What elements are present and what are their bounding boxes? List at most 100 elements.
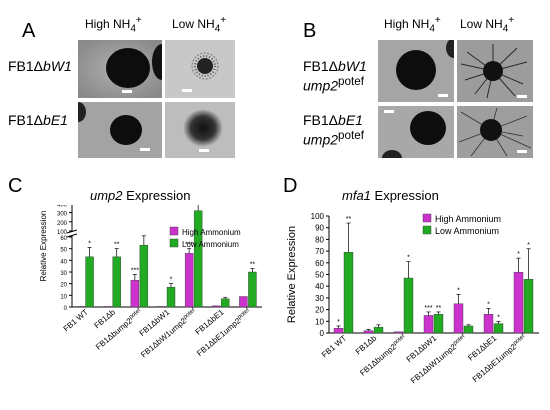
- nh-label: High NH: [384, 17, 430, 31]
- bar-high-ammonium: [363, 330, 374, 334]
- strain-allele-sup: potef: [338, 129, 364, 142]
- significance-mark: **: [114, 242, 120, 249]
- nh-sup: +: [508, 15, 515, 26]
- bar-high-ammonium: [76, 306, 85, 308]
- x-tick-label: FB1Δb: [354, 333, 379, 356]
- bar-high-ammonium: [333, 328, 344, 334]
- nh-sup: +: [434, 15, 441, 26]
- x-tick-label: FB1 WT: [320, 334, 348, 360]
- bar-high-ammonium: [513, 271, 524, 334]
- x-tick-label: FB1Δbump2potef: [94, 307, 144, 351]
- bar-high-ammonium: [184, 253, 194, 308]
- y-tick-label: 50: [60, 248, 67, 254]
- panel-a-header-high: High NH4+: [85, 15, 142, 34]
- panel-a-letter: A: [22, 20, 36, 42]
- y-tick-label: 200: [57, 221, 68, 227]
- bar-high-ammonium: [130, 279, 140, 308]
- panel-b-image-bw1-low: [457, 40, 533, 102]
- bar-high-ammonium: [453, 303, 464, 334]
- legend-label: Low Ammonium: [435, 226, 499, 236]
- panel-a-image-be1-high: [78, 102, 162, 158]
- y-tick-label: 40: [315, 282, 324, 291]
- significance-mark: **: [346, 216, 352, 223]
- significance-mark: ***: [424, 305, 432, 312]
- chart-c-title-rest: Expression: [122, 188, 191, 203]
- nh-label: Low NH: [460, 17, 503, 31]
- y-axis-label: Relative Expression: [39, 211, 48, 282]
- bar-low-ammonium: [112, 256, 121, 308]
- x-tick-label: FB1Δb: [92, 307, 117, 330]
- significance-mark: *: [497, 314, 500, 321]
- panel-a-image-bw1-low: [165, 40, 235, 98]
- strain-gene: bE1: [338, 112, 363, 128]
- panel-b-row2-label: FB1ΔbE1 ump2potef: [303, 112, 364, 148]
- panel-c-letter: C: [8, 175, 23, 197]
- panel-b-header-high: High NH4+: [384, 15, 441, 34]
- legend-label: Low Ammonium: [182, 240, 239, 249]
- strain-gene: bW1: [338, 58, 367, 74]
- strain-allele-sup: potef: [338, 75, 364, 88]
- bar-high-ammonium: [103, 306, 112, 308]
- significance-mark: *: [407, 255, 410, 262]
- y-tick-label: 70: [315, 247, 324, 256]
- bar-high-ammonium: [239, 296, 248, 308]
- axis-break-mark: [66, 233, 78, 238]
- strain-gene: bE1: [43, 112, 68, 128]
- panel-b-header-low: Low NH4+: [460, 15, 514, 34]
- panel-a-header-low: Low NH4+: [172, 15, 226, 34]
- y-tick-label: 400: [57, 205, 68, 208]
- legend-label: High Ammonium: [182, 228, 241, 237]
- chart-d-title-rest: Expression: [370, 188, 439, 203]
- x-tick-label: FB1ΔbE1ump2potef: [471, 333, 529, 384]
- significance-mark: *: [487, 301, 490, 308]
- bar-low-ammonium: [221, 298, 230, 308]
- y-tick-label: 20: [60, 283, 67, 289]
- y-tick-label: 30: [60, 271, 67, 277]
- bar-low-ammonium: [523, 278, 534, 334]
- y-tick-label: 30: [315, 294, 324, 303]
- significance-mark: *: [517, 251, 520, 258]
- bar-high-ammonium: [157, 306, 167, 308]
- legend-swatch: [169, 226, 179, 236]
- y-tick-label: 10: [315, 317, 324, 326]
- bar-low-ammonium: [463, 325, 474, 334]
- strain-prefix: FB1Δ: [8, 112, 44, 128]
- bar-low-ammonium: [343, 252, 354, 334]
- significance-mark: *: [527, 242, 530, 249]
- bar-low-ammonium: [248, 271, 257, 308]
- y-tick-label: 90: [315, 224, 324, 233]
- y-tick-label: 20: [315, 306, 324, 315]
- significance-mark: ***: [131, 267, 139, 274]
- nh-label: High NH: [85, 17, 131, 31]
- axis-break-mark: [66, 229, 78, 234]
- strain-prefix: FB1Δ: [303, 58, 339, 74]
- legend-swatch: [169, 238, 179, 248]
- chart-d-title: mfa1 Expression: [342, 188, 439, 203]
- significance-mark: *: [170, 277, 173, 284]
- y-tick-label: 0: [64, 306, 68, 312]
- strain-gene: bW1: [43, 58, 72, 74]
- significance-mark: *: [88, 241, 91, 248]
- bar-low-ammonium: [403, 277, 414, 334]
- y-axis-label: Relative Expression: [286, 226, 298, 323]
- significance-mark: **: [436, 305, 442, 312]
- legend-label: High Ammonium: [435, 214, 501, 224]
- bar-high-ammonium: [393, 331, 404, 334]
- bar-high-ammonium: [212, 305, 221, 308]
- panel-a-image-bw1-high: [78, 40, 162, 98]
- y-tick-label: 40: [60, 259, 67, 265]
- legend-swatch: [422, 225, 432, 235]
- strain-allele: ump2: [303, 77, 339, 94]
- bar-low-ammonium: [493, 323, 504, 334]
- bar-low-ammonium: [139, 244, 149, 308]
- y-tick-label: 100: [57, 230, 68, 236]
- chart-c-title: ump2 Expression: [90, 188, 190, 203]
- y-tick-label: 10: [60, 294, 67, 300]
- significance-mark: *: [457, 287, 460, 294]
- nh-sub: 4: [130, 23, 136, 35]
- panel-b-letter: B: [303, 20, 317, 42]
- chart-c-title-gene: ump2: [90, 188, 123, 203]
- strain-prefix: FB1Δ: [8, 58, 44, 74]
- panel-d-letter: D: [283, 175, 298, 197]
- nh-sub: 4: [429, 23, 435, 35]
